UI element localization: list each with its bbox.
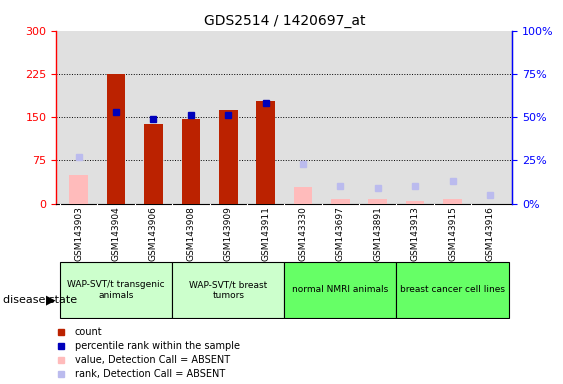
Bar bbox=[181, 119, 200, 204]
FancyBboxPatch shape bbox=[172, 262, 284, 318]
Text: GSM143906: GSM143906 bbox=[149, 207, 158, 261]
Text: breast cancer cell lines: breast cancer cell lines bbox=[400, 285, 505, 295]
FancyBboxPatch shape bbox=[396, 262, 508, 318]
Bar bbox=[406, 201, 425, 204]
Text: percentile rank within the sample: percentile rank within the sample bbox=[74, 341, 239, 351]
FancyBboxPatch shape bbox=[284, 262, 396, 318]
Text: GSM143891: GSM143891 bbox=[373, 207, 382, 261]
Text: ▶: ▶ bbox=[46, 293, 56, 306]
Bar bbox=[368, 199, 387, 204]
Bar bbox=[144, 124, 163, 204]
Text: GSM143330: GSM143330 bbox=[298, 207, 307, 261]
Text: GSM143909: GSM143909 bbox=[224, 207, 233, 261]
Text: disease state: disease state bbox=[3, 295, 77, 305]
Bar bbox=[443, 199, 462, 204]
Text: GSM143915: GSM143915 bbox=[448, 207, 457, 261]
Text: GSM143911: GSM143911 bbox=[261, 207, 270, 261]
Text: WAP-SVT/t breast
tumors: WAP-SVT/t breast tumors bbox=[189, 280, 267, 300]
Bar bbox=[107, 74, 126, 204]
Text: WAP-SVT/t transgenic
animals: WAP-SVT/t transgenic animals bbox=[68, 280, 165, 300]
Text: value, Detection Call = ABSENT: value, Detection Call = ABSENT bbox=[74, 355, 230, 365]
Bar bbox=[256, 101, 275, 204]
Text: GSM143916: GSM143916 bbox=[485, 207, 494, 261]
Bar bbox=[69, 175, 88, 204]
Text: GSM143697: GSM143697 bbox=[336, 207, 345, 261]
Bar bbox=[219, 109, 238, 204]
Title: GDS2514 / 1420697_at: GDS2514 / 1420697_at bbox=[204, 14, 365, 28]
Text: GSM143904: GSM143904 bbox=[111, 207, 120, 261]
Text: GSM143908: GSM143908 bbox=[186, 207, 195, 261]
Text: GSM143903: GSM143903 bbox=[74, 207, 83, 261]
Bar bbox=[294, 187, 312, 204]
Text: count: count bbox=[74, 327, 102, 337]
Text: normal NMRI animals: normal NMRI animals bbox=[292, 285, 388, 295]
FancyBboxPatch shape bbox=[60, 262, 172, 318]
Text: GSM143913: GSM143913 bbox=[410, 207, 419, 261]
Text: rank, Detection Call = ABSENT: rank, Detection Call = ABSENT bbox=[74, 369, 225, 379]
Bar bbox=[331, 199, 350, 204]
